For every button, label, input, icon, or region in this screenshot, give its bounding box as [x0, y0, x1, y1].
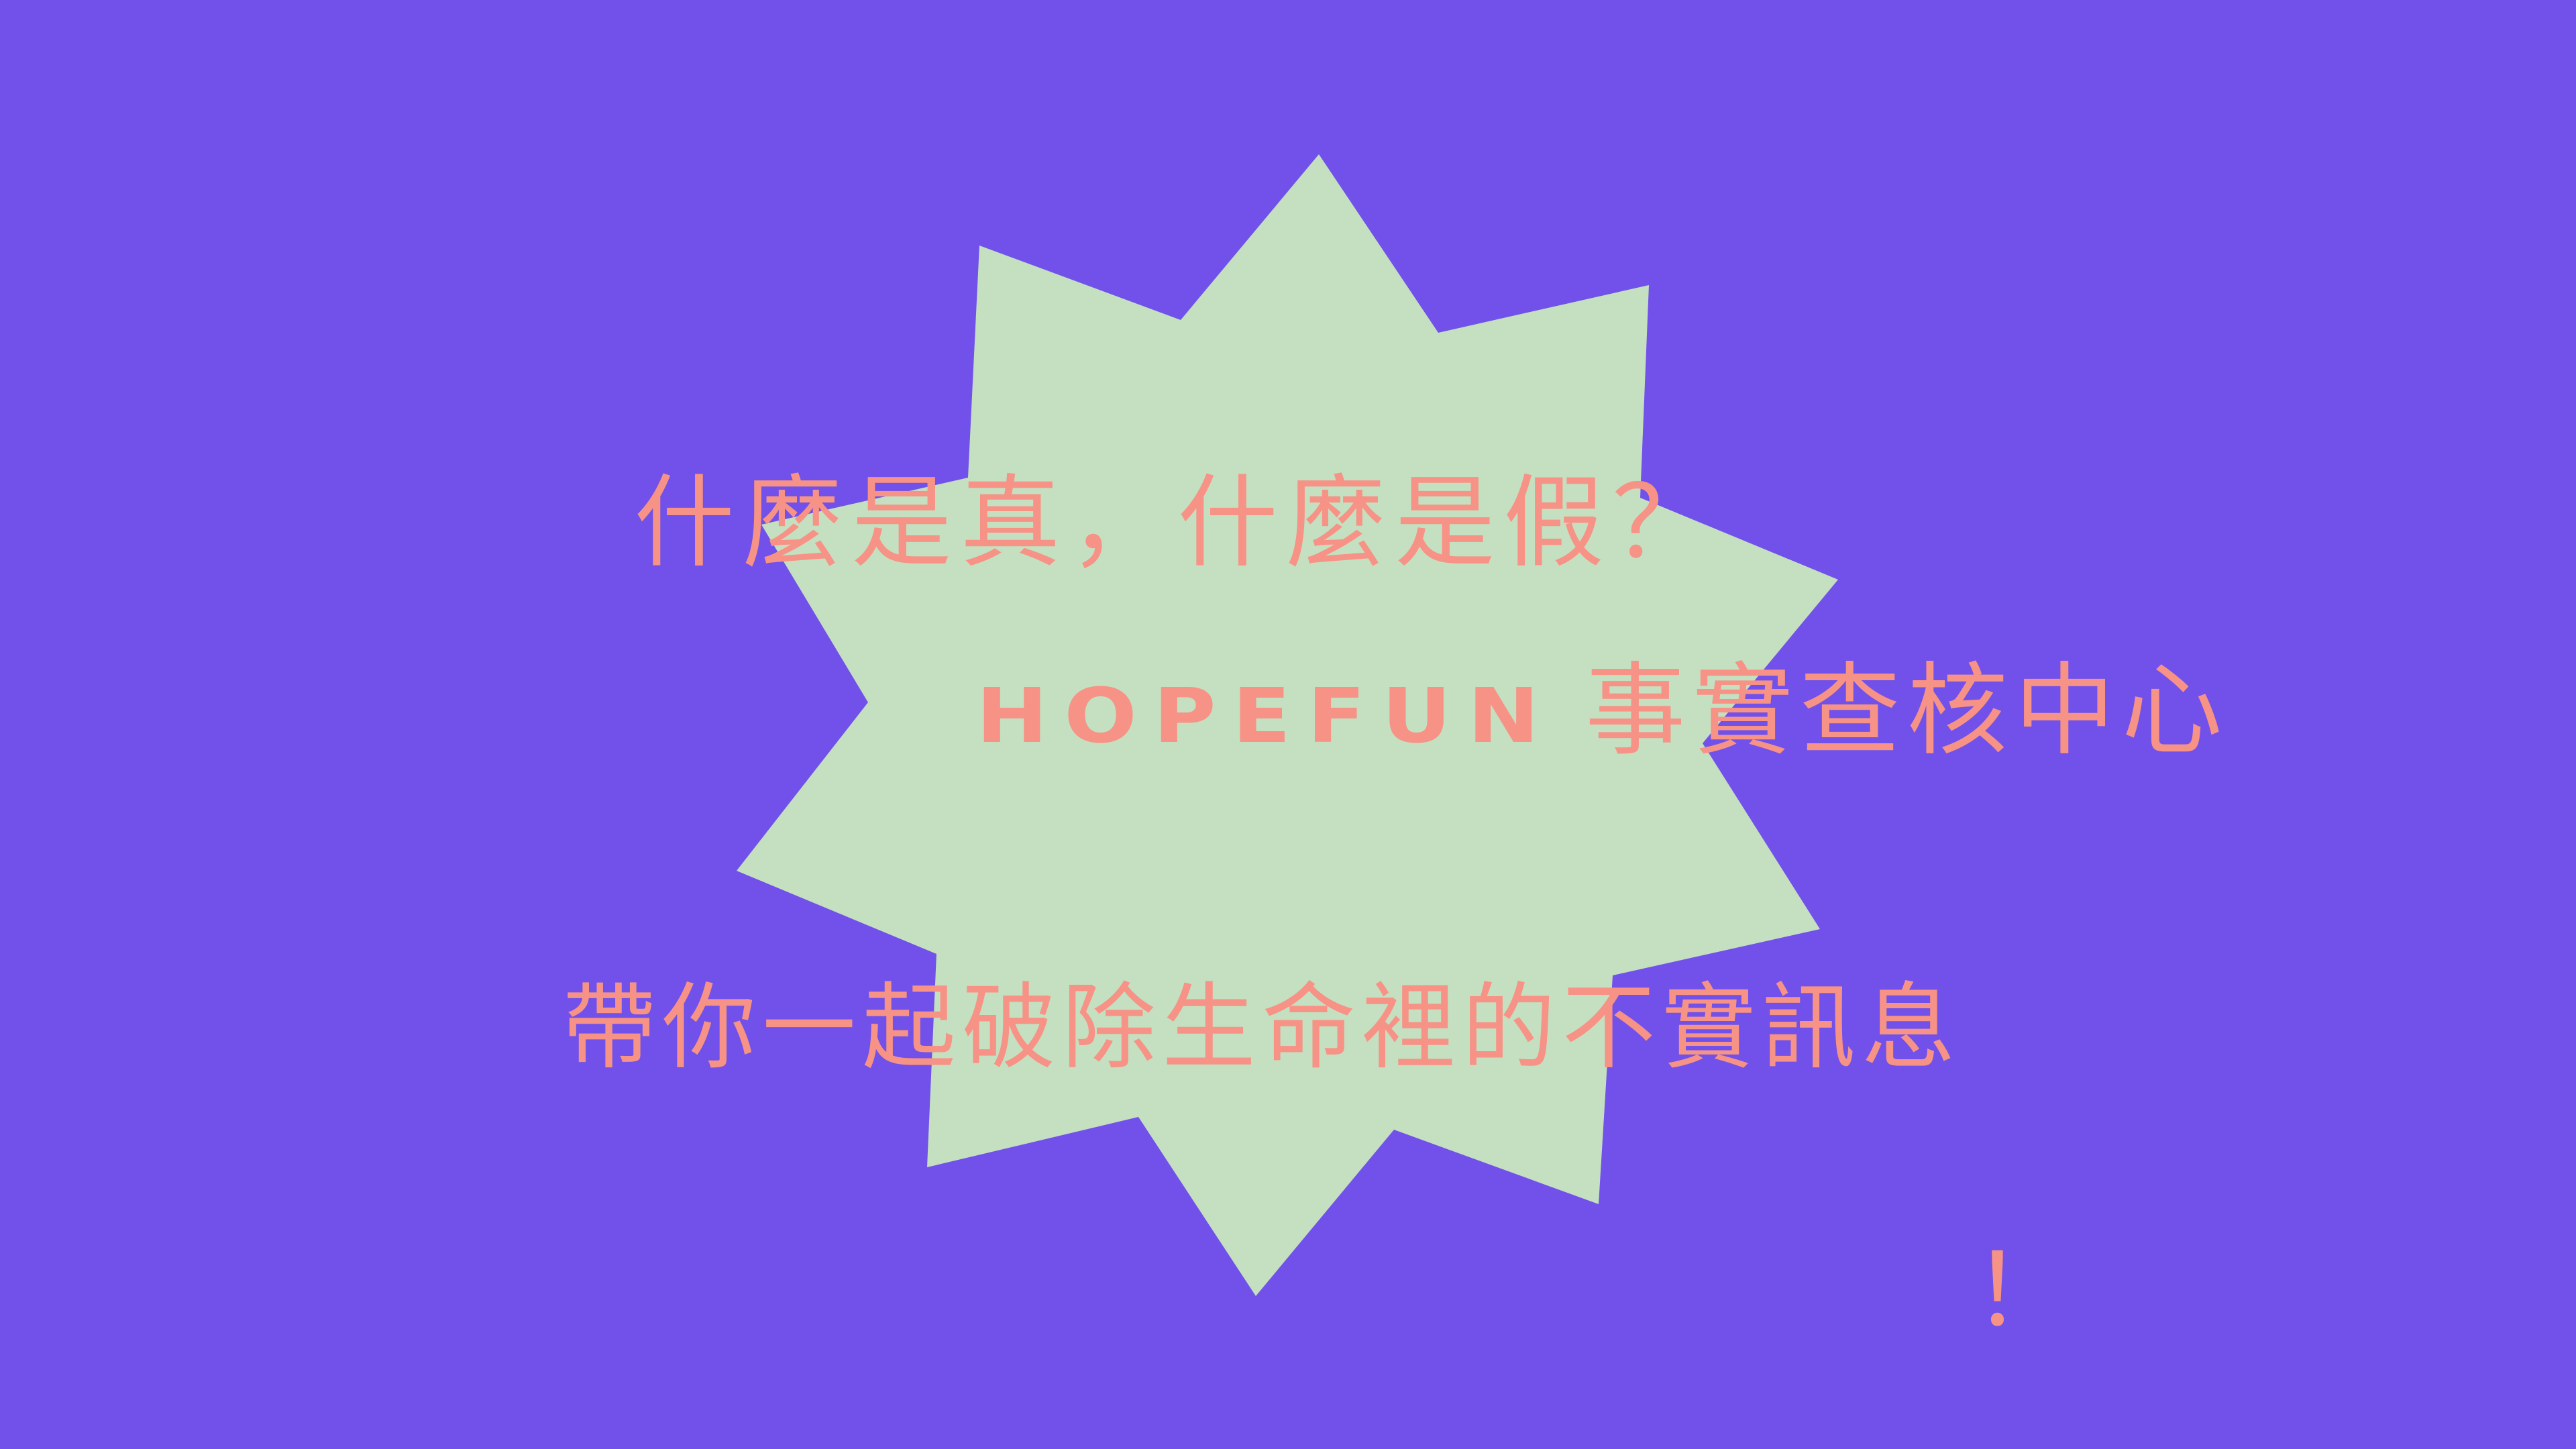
brand-name: HOPEFUN: [976, 672, 1556, 761]
center-title: HOPEFUN 事實查核中心: [976, 661, 2229, 761]
tagline: 帶你一起破除生命裡的不實訊息: [562, 973, 1962, 1083]
exclamation-mark: ！: [1972, 1233, 2074, 1350]
headline-question: 什麼是真，什麼是假？: [634, 465, 1721, 582]
center-name: 事實查核中心: [1585, 653, 2229, 769]
starburst-polygon: [737, 154, 1838, 1296]
